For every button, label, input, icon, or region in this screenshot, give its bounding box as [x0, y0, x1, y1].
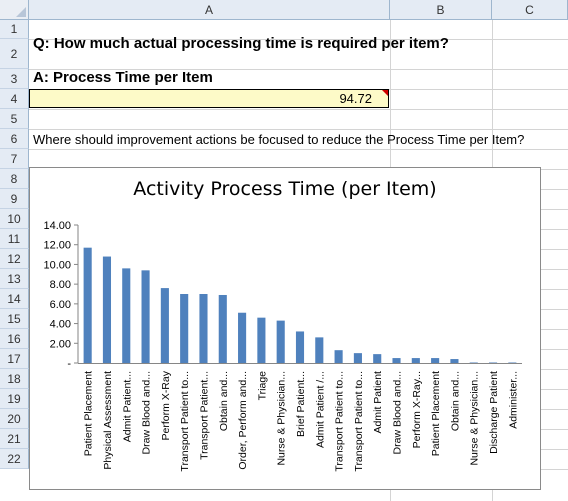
y-tick-label: 14.00	[43, 220, 71, 232]
bar[interactable]	[488, 362, 498, 364]
x-category-label: Admit Patient...	[121, 371, 133, 442]
x-category-label: Transport Patient to...	[334, 371, 346, 472]
process-time-value: 94.72	[339, 91, 372, 106]
x-category-label: Draw Blood and...	[141, 371, 153, 454]
row-header[interactable]: 20	[0, 409, 29, 429]
process-time-chart[interactable]: Activity Process Time (per Item) 14.00 12…	[29, 167, 541, 490]
y-tick-label: 10.00	[43, 259, 71, 271]
x-category-label: Admit Patient	[372, 371, 384, 434]
bar[interactable]	[276, 320, 285, 363]
column-header-a[interactable]: A	[29, 0, 390, 20]
x-category-label: Order, Perform and...	[237, 371, 249, 470]
row-header[interactable]: 22	[0, 449, 29, 469]
row-header[interactable]: 10	[0, 209, 29, 229]
row-header[interactable]: 12	[0, 249, 29, 269]
y-tick-label: 2.00	[50, 338, 71, 350]
row-header[interactable]: 16	[0, 329, 29, 349]
x-category-label: Admit Patient /...	[314, 371, 326, 448]
prompt-cell[interactable]: Where should improvement actions be focu…	[33, 132, 525, 147]
bar[interactable]	[257, 317, 266, 363]
bar[interactable]	[180, 294, 189, 363]
row-header[interactable]: 9	[0, 189, 29, 209]
comment-indicator-icon	[382, 90, 388, 96]
x-category-label: Brief Patient...	[295, 371, 307, 437]
bar[interactable]	[102, 256, 112, 363]
row-header[interactable]: 15	[0, 309, 29, 329]
y-tick-label: 8.00	[50, 279, 71, 291]
x-category-label: Transport Patient to...	[179, 371, 191, 472]
bar[interactable]	[83, 247, 92, 363]
bar[interactable]	[238, 312, 247, 363]
row-header[interactable]: 21	[0, 429, 29, 449]
row-header[interactable]: 6	[0, 129, 29, 149]
x-category-label: Patient Placement	[83, 371, 95, 456]
x-category-label: Perform X-Ray...	[411, 371, 423, 448]
row-header[interactable]: 5	[0, 109, 29, 129]
bar[interactable]	[411, 358, 420, 363]
row-header[interactable]: 7	[0, 149, 29, 169]
row-header[interactable]: 3	[0, 69, 29, 89]
bar[interactable]	[469, 362, 478, 364]
bar[interactable]	[373, 354, 382, 363]
row-header[interactable]: 11	[0, 229, 29, 249]
bar[interactable]	[141, 270, 150, 363]
bar[interactable]	[122, 268, 131, 363]
row-header[interactable]: 2	[0, 39, 29, 69]
bar[interactable]	[508, 362, 517, 364]
x-category-label: Obtain and...	[449, 371, 461, 431]
row-header[interactable]: 17	[0, 349, 29, 369]
y-tick-label: -	[67, 358, 71, 370]
row-header[interactable]: 14	[0, 289, 29, 309]
question-cell[interactable]: Q: How much actual processing time is re…	[33, 35, 449, 52]
bar[interactable]	[334, 350, 343, 363]
select-all-icon	[16, 7, 26, 17]
row-header[interactable]: 1	[0, 20, 29, 39]
x-category-label: Obtain and...	[218, 371, 230, 431]
x-category-label: Patient Placement	[430, 371, 442, 456]
bar[interactable]	[353, 353, 362, 363]
x-category-label: Perform X-Ray	[160, 370, 172, 440]
bar[interactable]	[392, 358, 401, 363]
bar[interactable]	[295, 331, 305, 363]
y-tick-label: 6.00	[50, 299, 71, 311]
bar[interactable]	[218, 294, 227, 363]
x-category-label: Draw Blood and...	[392, 371, 404, 454]
x-category-label: Nurse & Physician...	[469, 371, 481, 466]
row-header[interactable]: 18	[0, 369, 29, 389]
x-category-label: Transport Patient to...	[353, 371, 365, 472]
y-tick-label: 4.00	[50, 319, 71, 331]
column-header-b[interactable]: B	[390, 0, 492, 20]
answer-heading-cell[interactable]: A: Process Time per Item	[33, 69, 213, 86]
bar[interactable]	[315, 337, 324, 363]
select-all-corner[interactable]	[0, 0, 29, 20]
bar[interactable]	[431, 358, 440, 363]
x-category-label: Transport Patient...	[198, 371, 210, 460]
chart-title: Activity Process Time (per Item)	[133, 178, 437, 200]
row-header[interactable]: 13	[0, 269, 29, 289]
bar[interactable]	[450, 359, 459, 363]
row-header[interactable]: 19	[0, 389, 29, 409]
x-category-label: Triage	[256, 371, 268, 401]
x-category-label: Physical Assessment	[102, 371, 114, 470]
process-time-value-cell[interactable]: 94.72	[29, 89, 389, 108]
x-category-label: Nurse & Physician...	[276, 371, 288, 466]
bar[interactable]	[160, 288, 169, 363]
chart-plot: 14.0012.0010.008.006.004.002.00-Patient …	[43, 220, 522, 472]
row-header[interactable]: 8	[0, 169, 29, 189]
x-category-label: Administer...	[507, 371, 519, 429]
bar[interactable]	[199, 294, 208, 363]
column-header-c[interactable]: C	[492, 0, 568, 20]
row-header[interactable]: 4	[0, 89, 29, 109]
x-category-label: Discharge Patient	[488, 371, 500, 454]
y-tick-label: 12.00	[43, 240, 71, 252]
